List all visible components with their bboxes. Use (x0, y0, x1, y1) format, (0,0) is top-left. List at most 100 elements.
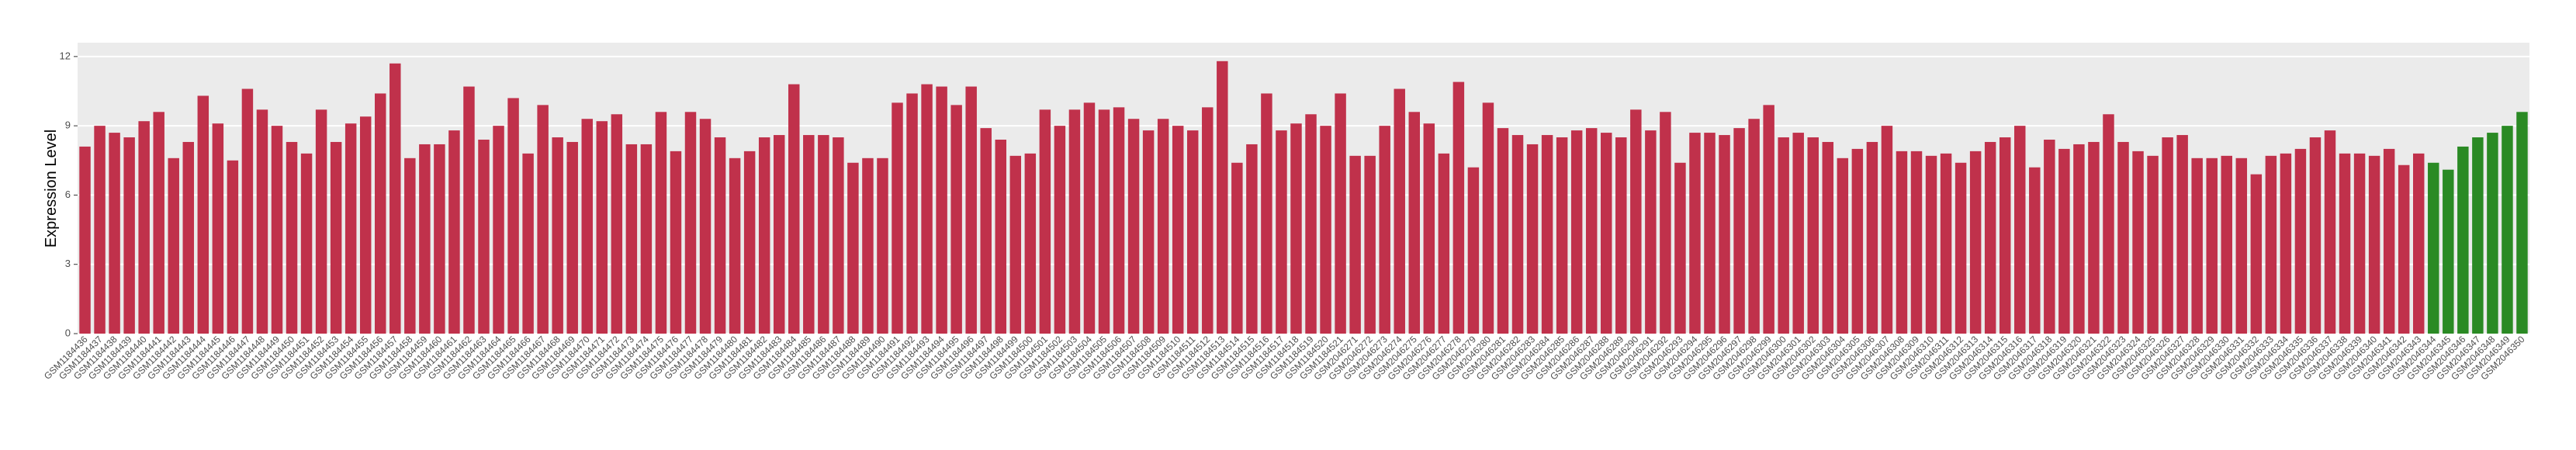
bar (640, 144, 653, 334)
bar (138, 121, 150, 334)
bar (2221, 155, 2232, 334)
bar (1290, 123, 1302, 334)
bar (2265, 155, 2277, 334)
bar (743, 151, 756, 334)
bar (2339, 153, 2351, 334)
bar (1851, 148, 1864, 334)
bar (1940, 153, 1952, 334)
bar (109, 133, 120, 334)
bar (286, 141, 298, 334)
bar (1881, 126, 1893, 334)
bar (2516, 112, 2528, 334)
bar (1157, 119, 1169, 334)
y-tick-label: 12 (60, 50, 71, 61)
bar (980, 128, 992, 334)
bar (1172, 126, 1184, 334)
bar (906, 93, 918, 334)
bar (2294, 148, 2307, 334)
bar (1585, 128, 1598, 334)
bar (1054, 126, 1066, 334)
bar (2487, 133, 2498, 334)
bar (1335, 93, 1346, 334)
bar (1674, 162, 1686, 334)
bar (330, 141, 342, 334)
bar (1570, 130, 1583, 334)
bar (1113, 107, 1125, 334)
bar (566, 141, 578, 334)
bar (359, 116, 372, 334)
bar (2162, 137, 2173, 334)
bar (153, 112, 164, 334)
bar (1202, 107, 1214, 334)
bar (1276, 130, 1287, 334)
bar (1511, 135, 1524, 334)
bar (1704, 133, 1716, 334)
bar (2206, 158, 2218, 334)
bar (1009, 155, 1022, 334)
plot-background (78, 43, 2529, 334)
y-tick-label: 3 (65, 258, 71, 269)
bar (2191, 158, 2203, 334)
bar (212, 123, 224, 334)
bar (2147, 155, 2159, 334)
bar (1098, 109, 1110, 334)
y-tick-label: 9 (65, 119, 71, 131)
bar (241, 88, 254, 334)
bar (1394, 88, 1405, 334)
bar (1837, 158, 1849, 334)
bar (773, 135, 785, 334)
bar (2088, 141, 2100, 334)
bar (1807, 137, 1819, 334)
bar (434, 144, 445, 334)
bar (375, 93, 386, 334)
bar (463, 86, 475, 334)
bar (2103, 114, 2114, 334)
bar (390, 63, 401, 334)
bar (1142, 130, 1155, 334)
bar (950, 105, 962, 334)
bar (1556, 137, 1568, 334)
bar (2044, 140, 2055, 334)
bar (2412, 153, 2425, 334)
bar (2176, 135, 2188, 334)
bar (271, 126, 283, 334)
bar (1379, 126, 1390, 334)
bar (123, 137, 135, 334)
bar (670, 151, 682, 334)
bar (1039, 109, 1051, 334)
bar (404, 158, 416, 334)
bar (847, 162, 859, 334)
bar (94, 126, 106, 334)
bar (995, 140, 1006, 334)
bar (758, 137, 770, 334)
bar (537, 105, 549, 334)
bar (1526, 144, 1539, 334)
bar (2235, 158, 2248, 334)
bar (2353, 153, 2366, 334)
bar (1630, 109, 1642, 334)
bar (1305, 114, 1317, 334)
bar (1408, 112, 1421, 334)
bar (1127, 119, 1140, 334)
bar (1349, 155, 1361, 334)
bar (1925, 155, 1937, 334)
bar (300, 153, 313, 334)
bar (1660, 112, 1671, 334)
bar (1423, 123, 1435, 334)
bar (1689, 133, 1701, 334)
bar (699, 119, 712, 334)
y-tick-label: 6 (65, 189, 71, 200)
bar (1910, 151, 1923, 334)
bar (1733, 128, 1745, 334)
bar (655, 112, 667, 334)
bar (2250, 174, 2263, 334)
bar (2029, 167, 2041, 334)
bar (596, 121, 608, 334)
bar (803, 135, 815, 334)
bar (1999, 137, 2011, 334)
bar (2117, 141, 2129, 334)
bar (2280, 153, 2292, 334)
bar (2428, 162, 2439, 334)
bar (965, 86, 977, 334)
